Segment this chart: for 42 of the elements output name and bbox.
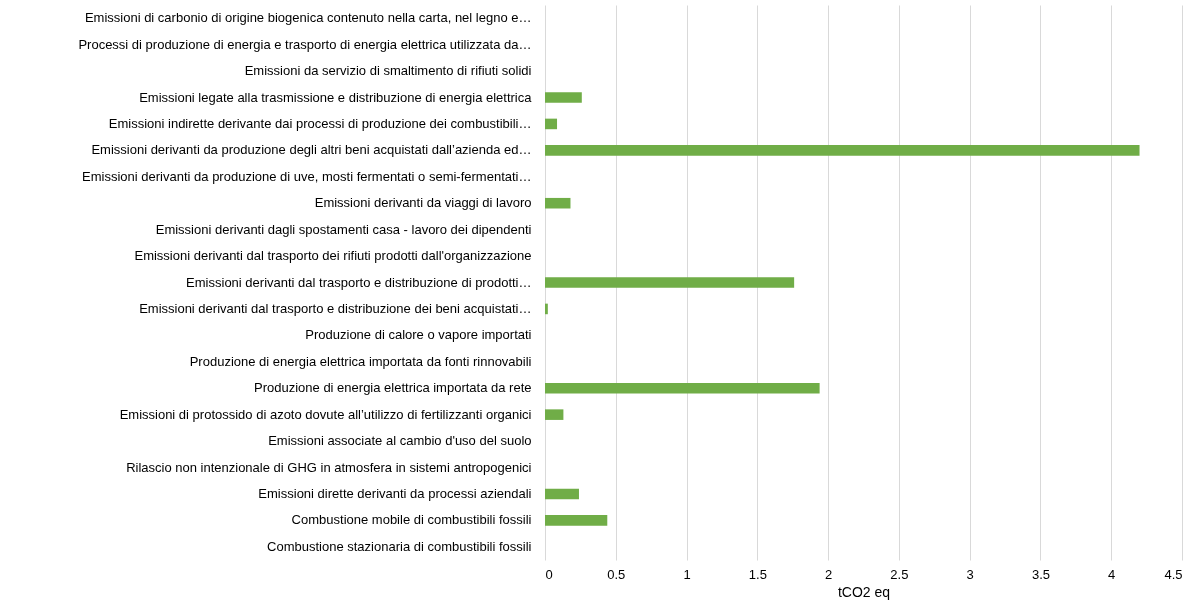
x-tick-label: 1.5 [748, 566, 767, 582]
bar [545, 515, 608, 526]
x-tick-label: 3 [966, 566, 974, 582]
y-tick-label: Emissioni derivanti dal trasporto dei rifiuti prodotti dall'organizzazione [134, 248, 532, 264]
x-tick-label: 2.5 [890, 566, 909, 582]
bar [545, 409, 564, 420]
y-tick-label: Emissioni derivanti dal trasporto e distribuzione di prodotti… [186, 274, 532, 290]
x-tick-label: 4.5 [1164, 566, 1183, 582]
y-tick-label: Emissioni legate alla trasmissione e distribuzione di energia elettrica [139, 89, 533, 105]
y-tick-label: Emissioni da servizio di smaltimento di rifiuti solidi [244, 63, 532, 79]
bar [545, 277, 795, 288]
y-tick-label: Emissioni indirette derivante dai processi di produzione dei combustibili… [108, 115, 532, 131]
bar [545, 382, 820, 394]
bar [545, 92, 582, 103]
y-tick-label: Produzione di energia elettrica importata da fonti rinnovabili [189, 353, 532, 369]
bar [545, 303, 548, 315]
y-tick-label: Produzione di calore o vapore importati [305, 327, 532, 343]
x-tick-label: 2 [824, 566, 833, 582]
y-tick-label: Emissioni derivanti dal trasporto e distribuzione dei beni acquistati… [139, 300, 532, 316]
y-tick-label: Combustione stazionaria di combustibili fossili [267, 538, 532, 554]
x-tick-label: 4 [1108, 566, 1116, 582]
y-tick-label: Produzione di energia elettrica importata da rete [254, 380, 532, 396]
y-tick-label: Emissioni derivanti dagli spostamenti casa - lavoro dei dipendenti [155, 221, 532, 237]
bar [545, 488, 579, 500]
bar [545, 145, 1140, 156]
bar [545, 197, 571, 209]
y-tick-label: Emissioni derivanti da produzione di uve, mosti fermentati o semi-fermentati… [82, 168, 532, 184]
x-tick-label: 0.5 [607, 566, 626, 582]
y-tick-label: Rilascio non intenzionale di GHG in atmosfera in sistemi antropogenici [126, 459, 532, 475]
y-tick-label: Emissioni di carbonio di origine biogenica contenuto nella carta, nel legno e… [84, 10, 532, 26]
y-tick-label: Emissioni dirette derivanti da processi aziendali [258, 485, 532, 501]
y-tick-label: Combustione mobile di combustibili fossili [291, 512, 532, 528]
y-tick-label: Processi di produzione di energia e trasporto di energia elettrica utilizzata da… [78, 36, 532, 52]
x-tick-label: 1 [683, 566, 691, 582]
x-axis-title: tCO2 eq [837, 583, 891, 600]
x-tick-label: 3.5 [1031, 566, 1050, 582]
bar [545, 118, 558, 130]
y-tick-label: Emissioni derivanti da viaggi di lavoro [314, 195, 532, 211]
y-tick-label: Emissioni di protossido di azoto dovute all’utilizzo di fertilizzanti organici [119, 406, 532, 422]
x-tick-label: 0 [545, 566, 553, 582]
y-tick-label: Emissioni associate al cambio d'uso del suolo [268, 433, 532, 449]
y-tick-label: Emissioni derivanti da produzione degli altri beni acquistati dall’azienda ed… [91, 142, 532, 158]
